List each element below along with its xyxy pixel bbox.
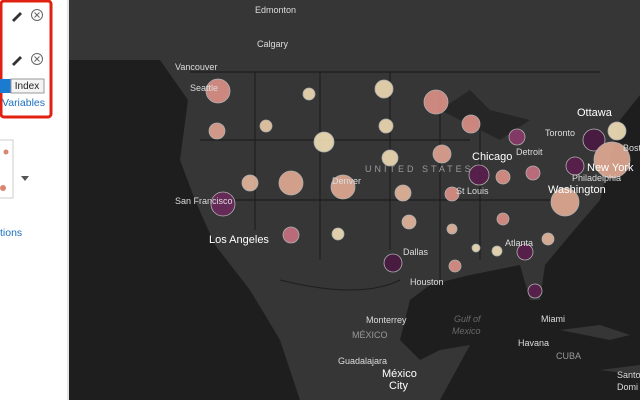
circle: [423, 89, 449, 115]
city-label: Toronto: [545, 128, 575, 138]
circle: [446, 223, 458, 235]
circle: [527, 283, 543, 299]
thumb-dot: [3, 149, 9, 155]
circle: [374, 79, 394, 99]
city-label: Guadalajara: [338, 356, 387, 366]
circle: [259, 119, 273, 133]
circle: [461, 114, 481, 134]
circle: [331, 227, 345, 241]
city-label: City: [389, 380, 408, 392]
country-label: UNITED STATES: [365, 164, 474, 174]
circle: [593, 141, 631, 179]
circle: [383, 253, 403, 273]
circle: [444, 186, 460, 202]
circle: [394, 184, 412, 202]
circle: [210, 191, 236, 217]
city-label: Santo: [617, 370, 640, 380]
index-label: Index: [15, 81, 39, 92]
city-label: Denver: [332, 176, 361, 186]
city-label: Calgary: [257, 39, 289, 49]
circle: [491, 245, 503, 257]
city-label: Domi: [617, 382, 638, 392]
circle: [401, 214, 417, 230]
city-label: Vancouver: [175, 62, 217, 72]
options-link[interactable]: tions: [0, 227, 22, 239]
data-circles: [205, 78, 631, 299]
map-labels: Edmonton Calgary Vancouver Seattle San F…: [175, 5, 640, 392]
edit-icon[interactable]: [12, 56, 22, 66]
city-label: San Francisco: [175, 196, 233, 206]
variables-link[interactable]: Variables: [2, 97, 45, 109]
lakes: [440, 90, 530, 140]
circle: [471, 243, 481, 253]
circle: [550, 187, 580, 217]
close-icon[interactable]: [31, 9, 43, 21]
circle: [381, 149, 399, 167]
city-label: Philadelphia: [572, 173, 621, 183]
close-icon[interactable]: [31, 53, 43, 65]
thumbnail: [0, 139, 14, 199]
highlight-box: [0, 0, 53, 119]
circle: [278, 170, 304, 196]
circle: [541, 232, 555, 246]
circle: [378, 118, 394, 134]
dropdown-arrow[interactable]: [21, 176, 29, 181]
city-label: Edmonton: [255, 5, 296, 15]
circle: [330, 174, 356, 200]
circle: [516, 243, 534, 261]
city-label: New York: [587, 162, 634, 174]
city-label: Seattle: [190, 83, 218, 93]
circle: [468, 164, 490, 186]
circle: [496, 212, 510, 226]
city-label: Bosto: [623, 143, 640, 153]
circle: [565, 156, 585, 176]
circle: [241, 174, 259, 192]
country-label: CUBA: [556, 351, 581, 361]
city-label: Houston: [410, 277, 444, 287]
city-label: Ottawa: [577, 107, 613, 119]
circle: [282, 226, 300, 244]
side-panel: [0, 0, 68, 400]
city-label: Detroit: [516, 147, 543, 157]
circle: [582, 128, 606, 152]
city-label: Miami: [541, 314, 565, 324]
city-label: Atlanta: [505, 238, 533, 248]
country-label: MÉXICO: [352, 330, 388, 340]
city-label: Havana: [518, 338, 549, 348]
index-button[interactable]: [10, 78, 45, 94]
city-label: Dallas: [403, 247, 429, 257]
circle: [205, 78, 231, 104]
city-label: México: [382, 368, 417, 380]
city-label: Washington: [548, 184, 606, 196]
city-label: Monterrey: [366, 315, 407, 325]
water-label: Mexico: [452, 326, 481, 336]
circle: [607, 121, 627, 141]
circle: [508, 128, 526, 146]
circle: [495, 169, 511, 185]
city-label: Los Angeles: [209, 234, 269, 246]
circle: [313, 131, 335, 153]
edit-icon[interactable]: [12, 12, 22, 22]
circle: [448, 259, 462, 273]
toggle-selected[interactable]: [0, 79, 11, 93]
circle: [302, 87, 316, 101]
circle: [432, 144, 452, 164]
thumb-dot: [0, 185, 6, 191]
close-x: [34, 56, 40, 62]
city-label: St Louis: [456, 186, 489, 196]
water-label: Gulf of: [454, 314, 482, 324]
islands: [560, 325, 640, 375]
city-label: Chicago: [472, 151, 512, 163]
circle: [525, 165, 541, 181]
close-x: [34, 12, 40, 18]
border: [279, 279, 401, 291]
circle: [208, 122, 226, 140]
